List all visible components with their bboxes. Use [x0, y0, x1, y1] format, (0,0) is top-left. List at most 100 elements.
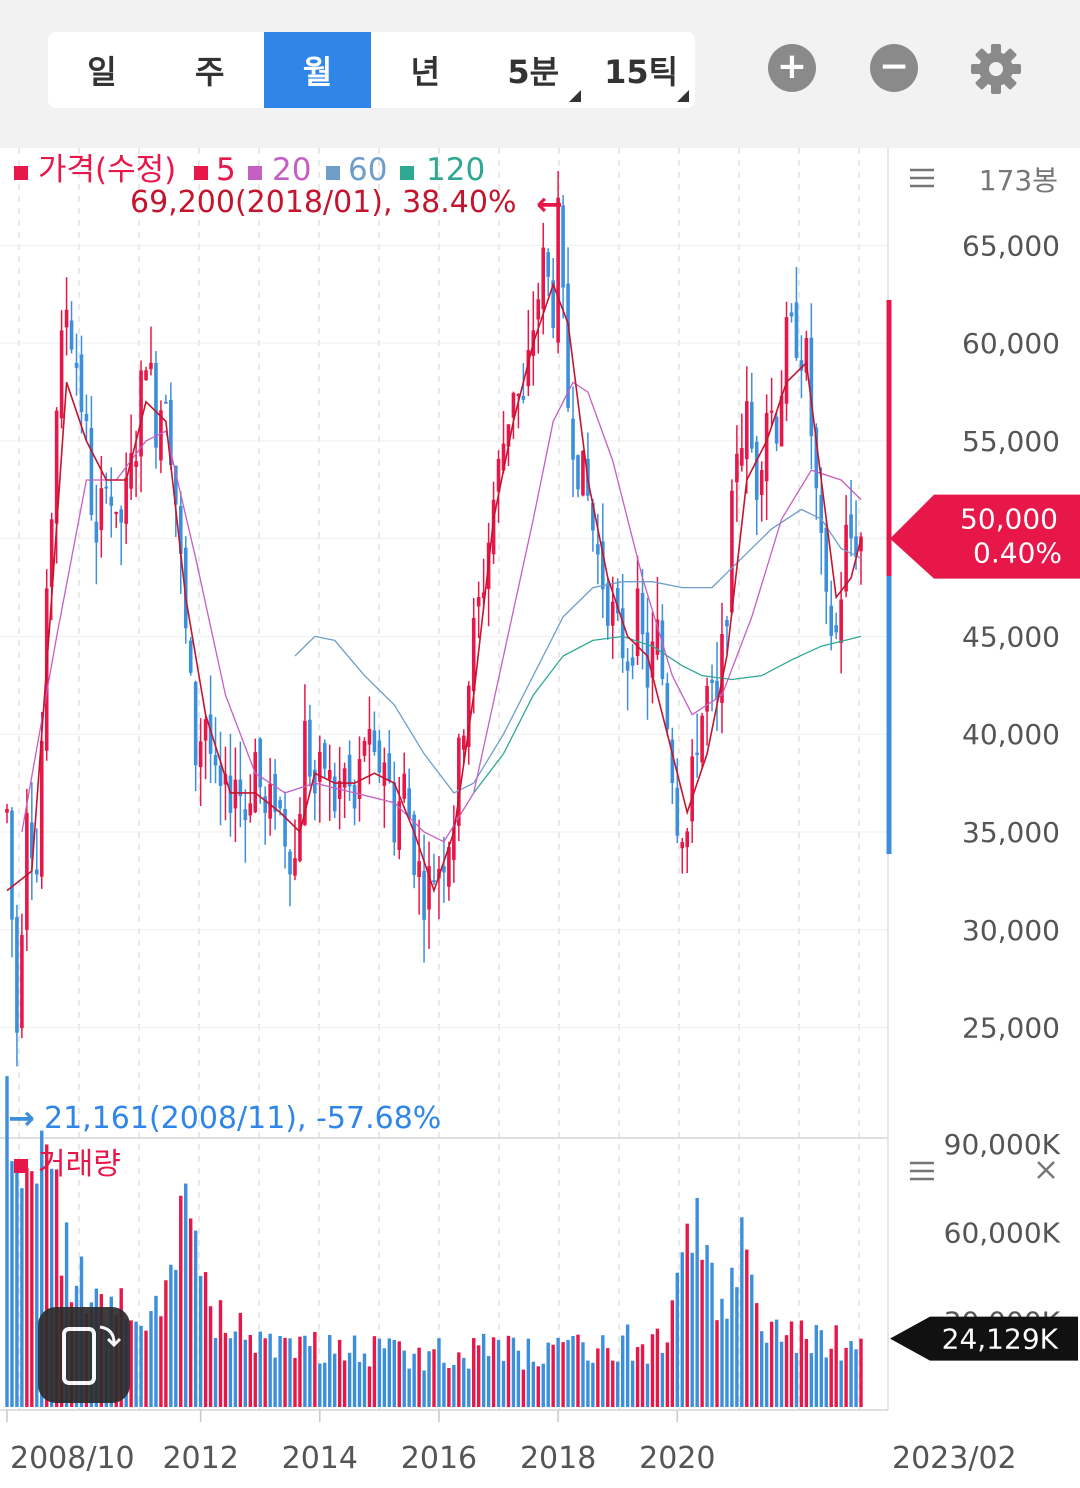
volume-bar	[710, 1262, 714, 1407]
tab-label: 월	[302, 53, 333, 91]
legend-swatch-ma120	[400, 166, 414, 180]
candle-body	[238, 779, 243, 797]
candle-body	[387, 753, 392, 782]
candle-body	[452, 826, 456, 860]
volume-bar	[655, 1328, 660, 1407]
candle-body	[164, 401, 168, 404]
volume-bar	[372, 1336, 377, 1407]
candle-body	[258, 738, 263, 788]
zoom-in-button[interactable]: +	[768, 44, 816, 92]
candle-body	[402, 773, 407, 799]
tab-monthly[interactable]: 월	[263, 32, 372, 108]
x-tick-label: 2012	[162, 1441, 238, 1476]
x-tick-label: 2008/10	[10, 1441, 135, 1476]
volume-bar	[819, 1330, 823, 1407]
volume-bar	[154, 1295, 158, 1407]
volume-bar	[223, 1332, 228, 1407]
volume-bar	[467, 1368, 471, 1407]
volume-bar	[377, 1338, 382, 1407]
y-tick-label: 25,000	[962, 1012, 1060, 1045]
candle-body	[337, 780, 342, 799]
candle-body	[506, 424, 511, 447]
rotate-icon	[62, 1325, 122, 1385]
volume-bar	[208, 1306, 213, 1407]
volume-bar	[774, 1319, 779, 1407]
tab-daily[interactable]: 일	[48, 32, 156, 108]
candle-body	[253, 752, 258, 813]
candle-body	[109, 496, 114, 506]
volume-bar	[606, 1348, 610, 1407]
high-marker-arrow-icon: ←	[536, 185, 563, 223]
legend: 가격(수정) 5 20 60 120	[14, 152, 485, 188]
candle-body	[561, 205, 565, 288]
volume-bar	[447, 1368, 451, 1407]
volume-bar	[581, 1342, 585, 1407]
volume-bar	[129, 1320, 133, 1407]
volume-bar	[134, 1321, 138, 1407]
volume-bar	[273, 1357, 277, 1407]
volume-menu-icon[interactable]	[910, 1161, 934, 1181]
candle-body	[169, 399, 173, 466]
volume-bar	[620, 1335, 625, 1407]
candle-body	[372, 730, 377, 752]
candle-body	[685, 831, 690, 848]
volume-bar	[476, 1345, 481, 1407]
rotate-screen-button[interactable]	[38, 1307, 130, 1403]
volume-bar	[328, 1334, 332, 1407]
candle-body	[367, 728, 372, 745]
volume-bar	[5, 1076, 9, 1407]
stock-chart[interactable]: 가격(수정) 5 20 60 120 69,200(2018/01), 38.4…	[0, 148, 1080, 1488]
tab-5min[interactable]: 5분	[479, 32, 587, 108]
candle-body	[64, 309, 69, 328]
candle-body	[422, 870, 426, 920]
candle-body	[536, 299, 541, 320]
tab-weekly[interactable]: 주	[156, 32, 264, 108]
volume-bar	[422, 1370, 426, 1407]
zoom-out-button[interactable]: −	[870, 44, 918, 92]
chart-menu-icon[interactable]	[910, 168, 934, 188]
volume-bar	[625, 1324, 630, 1407]
volume-bar	[700, 1259, 704, 1407]
volume-bar	[611, 1360, 615, 1407]
volume-bar	[740, 1217, 744, 1407]
volume-bar	[288, 1338, 292, 1407]
volume-bar	[834, 1325, 838, 1407]
tab-yearly[interactable]: 년	[371, 32, 479, 108]
gear-icon[interactable]	[969, 42, 1023, 96]
candle-body	[829, 605, 834, 636]
legend-ma20: 20	[272, 152, 311, 188]
candle-body	[759, 470, 764, 495]
candle-body	[700, 715, 704, 763]
candle-body	[576, 455, 580, 490]
candle-body	[645, 632, 650, 688]
volume-bar	[213, 1338, 218, 1407]
candle-body	[427, 866, 431, 910]
candle-body	[764, 412, 769, 482]
volume-bar	[486, 1355, 491, 1407]
candle-body	[174, 465, 178, 505]
volume-bar	[501, 1360, 506, 1407]
candle-body	[34, 869, 39, 875]
current-volume: 24,129K	[942, 1323, 1059, 1356]
candle-body	[69, 320, 74, 350]
close-icon[interactable]	[1037, 1161, 1055, 1179]
volume-bar	[169, 1264, 173, 1407]
candle-body	[695, 752, 699, 755]
candle-body	[357, 759, 362, 799]
volume-bar	[382, 1348, 387, 1407]
candle-body	[457, 737, 461, 826]
volume-bar	[650, 1334, 655, 1407]
candle-body	[25, 812, 29, 930]
volume-bar	[481, 1333, 486, 1407]
legend-ma60: 60	[348, 152, 387, 188]
volume-bar	[308, 1346, 312, 1407]
tab-15tick[interactable]: 15틱	[587, 32, 695, 108]
volume-bar	[243, 1339, 248, 1407]
volume-bar	[193, 1230, 198, 1407]
volume-bar	[779, 1341, 784, 1407]
volume-bar	[139, 1325, 143, 1407]
volume-bar	[427, 1351, 431, 1407]
volume-bar	[645, 1363, 650, 1407]
toolbar: 일 주 월 년 5분 15틱 + −	[0, 0, 1080, 148]
